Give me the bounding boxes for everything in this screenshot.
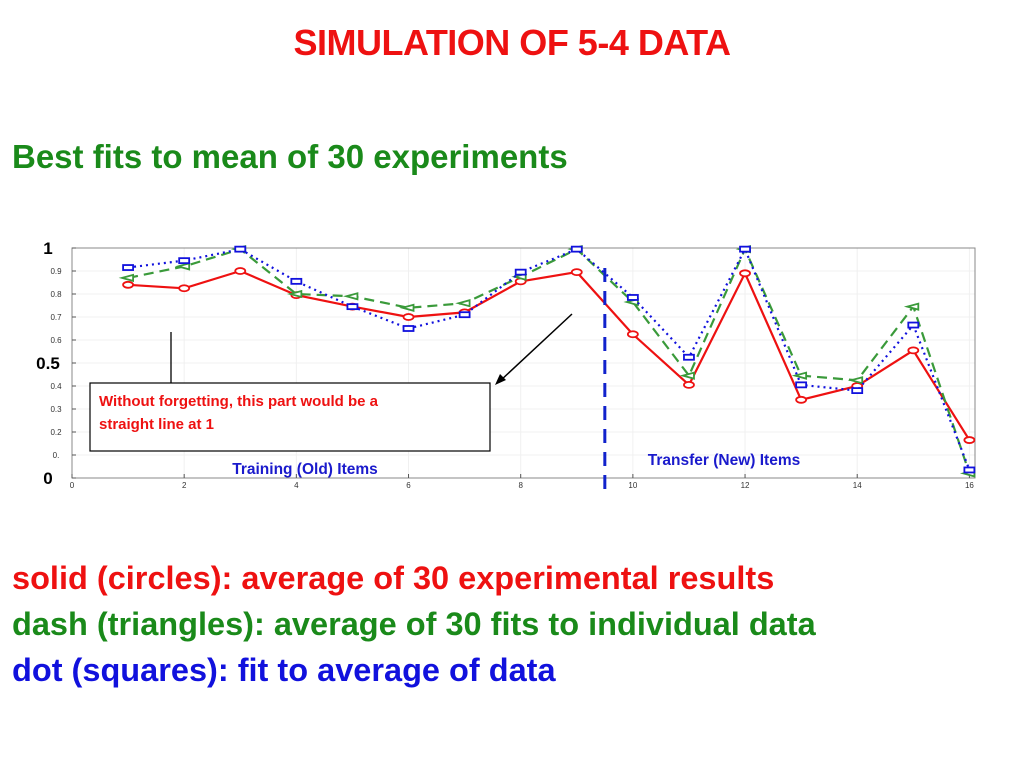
- point-fits-individual: [286, 289, 303, 299]
- point-fits-individual: [791, 371, 808, 380]
- legend-dash-triangles: dash (triangles): average of 30 fits to …: [12, 606, 816, 642]
- point-experimental: [626, 330, 639, 339]
- point-experimental: [907, 346, 920, 355]
- point-experimental: [234, 267, 247, 275]
- point-experimental: [570, 268, 583, 277]
- point-fit-average: [234, 245, 247, 253]
- point-fit-average: [963, 466, 976, 474]
- y-tick-label-major: 0: [43, 469, 52, 488]
- x-tick-label: 10: [628, 481, 637, 490]
- point-fits-individual: [679, 371, 695, 380]
- x-tick-label: 0: [70, 481, 75, 490]
- point-fit-average: [626, 294, 639, 301]
- legend-dot-squares: dot (squares): fit to average of data: [12, 652, 556, 688]
- x-tick-label: 8: [518, 481, 523, 490]
- y-tick-label: 0.9: [50, 267, 62, 276]
- point-fits-individual: [174, 262, 191, 271]
- slide-title: SIMULATION OF 5-4 DATA: [293, 22, 731, 63]
- y-tick-label: 0.7: [50, 313, 62, 322]
- series-layer: [118, 244, 976, 478]
- point-fit-average: [402, 325, 415, 332]
- series-line-fits-individual: [127, 246, 971, 474]
- y-tick-label: 0.8: [50, 290, 62, 299]
- point-fit-average: [739, 245, 751, 253]
- legend-solid-circles: solid (circles): average of 30 experimen…: [12, 560, 775, 596]
- slide-subtitle: Best fits to mean of 30 experiments: [12, 138, 568, 175]
- point-fits-individual: [903, 302, 920, 311]
- point-experimental: [178, 284, 191, 293]
- point-fits-individual: [399, 303, 415, 312]
- box-pointer-arrow: [499, 313, 573, 382]
- point-experimental: [963, 436, 976, 444]
- annotation-box: [89, 382, 491, 452]
- point-experimental: [683, 380, 695, 389]
- x-tick-label: 6: [406, 481, 411, 490]
- point-fit-average: [122, 264, 134, 271]
- point-experimental: [739, 269, 751, 278]
- annotation-text-line2: straight line at 1: [99, 416, 214, 433]
- y-tick-label: 0.6: [50, 336, 62, 345]
- point-fits-individual: [847, 376, 864, 385]
- x-tick-label: 4: [294, 481, 299, 490]
- point-fits-individual: [343, 292, 359, 301]
- point-fits-individual: [118, 273, 134, 283]
- point-fit-average: [907, 321, 920, 329]
- y-tick-label: 0.2: [50, 428, 62, 437]
- point-fit-average: [851, 387, 864, 395]
- point-fit-average: [570, 245, 583, 253]
- transfer-items-label: Transfer (New) Items: [648, 452, 800, 469]
- y-tick-label: 0.4: [50, 382, 62, 391]
- x-tick-label: 14: [853, 481, 862, 490]
- training-items-label: Training (Old) Items: [232, 461, 378, 478]
- series-line-experimental: [128, 269, 971, 441]
- x-tick-label: 12: [741, 481, 750, 490]
- tick-layer: 0 2 4 6 8 10 12 14 16 0.9 0.8 0.7 0.6 0.4 0.3 0.2 0. 1 0.5…: [36, 239, 974, 490]
- y-tick-label-major: 0.5: [36, 354, 60, 373]
- point-experimental: [402, 313, 415, 321]
- point-fit-average: [683, 353, 695, 361]
- arrow-head: [495, 374, 506, 385]
- y-tick-label-major: 1: [43, 239, 52, 258]
- point-fit-average: [290, 277, 303, 285]
- x-tick-label: 16: [965, 481, 974, 490]
- point-fit-average: [795, 381, 808, 389]
- y-tick-label: 0.3: [50, 405, 62, 414]
- point-experimental: [122, 280, 134, 289]
- point-fit-average: [178, 257, 191, 265]
- annotation-text-line1: Without forgetting, this part would be a: [99, 393, 379, 410]
- point-fit-average: [514, 268, 527, 276]
- y-tick-label: 0.: [53, 451, 60, 460]
- point-fit-average: [346, 303, 359, 311]
- point-fit-average: [458, 311, 471, 319]
- point-fits-individual: [455, 299, 471, 308]
- x-tick-label: 2: [182, 481, 187, 490]
- point-experimental: [795, 395, 808, 404]
